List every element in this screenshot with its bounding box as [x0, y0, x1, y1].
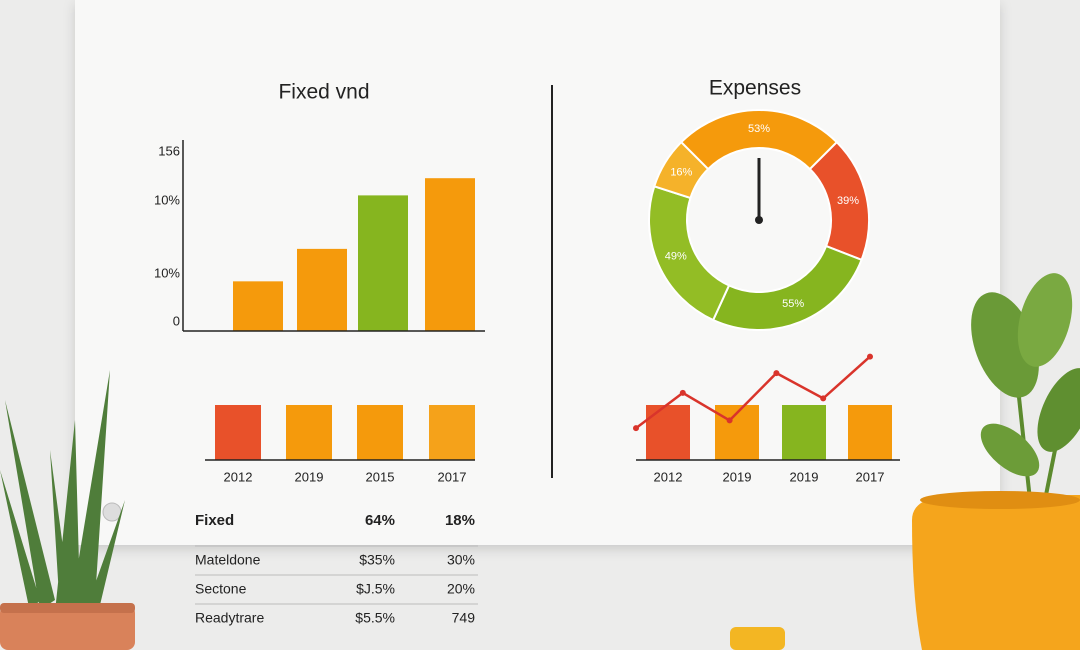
- bar: [215, 405, 261, 460]
- table: Fixed 64% 18% Mateldone $35% 30% Sectone $J.5% 2…: [195, 512, 478, 626]
- segment-label: 55%: [782, 298, 804, 310]
- x-tick-label: 2012: [224, 469, 253, 484]
- x-tick-label: 2019: [295, 469, 324, 484]
- x-tick-label: 2017: [856, 469, 885, 484]
- line-point: [679, 389, 686, 396]
- table-cell: 749: [452, 610, 476, 626]
- line-point: [633, 425, 639, 432]
- x-tick-label: 2019: [723, 469, 752, 484]
- table-header-cell: 64%: [365, 512, 395, 529]
- bar: [782, 405, 826, 460]
- board-pin: [102, 502, 122, 522]
- x-tick-label: 2012: [654, 469, 683, 484]
- table-cell: $5.5%: [355, 610, 395, 626]
- chart-title: Fixed vnd: [278, 81, 369, 104]
- table-header-cell: 18%: [445, 512, 475, 529]
- board: [75, 0, 1000, 545]
- table-cell: Sectone: [195, 581, 247, 597]
- bar: [233, 281, 283, 331]
- line-point: [820, 395, 827, 402]
- y-axis-label: 10%: [154, 192, 180, 207]
- x-tick-label: 2019: [790, 469, 819, 484]
- bar: [646, 405, 690, 460]
- chart-title: Expenses: [709, 77, 801, 100]
- y-axis-label: 156: [158, 143, 180, 158]
- table-cell: Mateldone: [195, 552, 261, 568]
- bar: [297, 248, 347, 331]
- donut-segment: [653, 140, 710, 200]
- table-cell: 20%: [447, 581, 475, 597]
- succulent: [0, 370, 135, 650]
- line-point: [867, 353, 873, 360]
- y-axis-label: 10%: [154, 265, 180, 280]
- x-tick-label: 2017: [438, 469, 467, 484]
- bar: [429, 405, 475, 460]
- bar: [357, 405, 403, 460]
- charts: Fixed vnd 156 10% 10% 0 2012 2019 2015 2017 Expen…: [154, 77, 900, 484]
- table-cell: $35%: [359, 552, 395, 568]
- potted-plant: [912, 273, 1080, 650]
- bar: [848, 405, 892, 460]
- bar: [425, 178, 475, 331]
- line-point: [726, 417, 733, 424]
- table-cell: Readytrare: [195, 610, 264, 626]
- trend-line: [635, 355, 871, 430]
- segment-label: 53%: [748, 123, 770, 135]
- segment-label: 39%: [837, 195, 859, 207]
- bar: [286, 405, 332, 460]
- small-object: [730, 627, 785, 650]
- needle-hub: [755, 216, 763, 224]
- bar: [358, 195, 408, 331]
- y-axis-label: 0: [173, 313, 180, 328]
- line-point: [773, 370, 780, 377]
- x-tick-label: 2015: [366, 469, 395, 484]
- segment-label: 49%: [665, 251, 687, 263]
- table-cell: $J.5%: [356, 581, 395, 597]
- table-cell: 30%: [447, 552, 475, 568]
- table-header-cell: Fixed: [195, 512, 234, 529]
- segment-label: 16%: [670, 166, 692, 178]
